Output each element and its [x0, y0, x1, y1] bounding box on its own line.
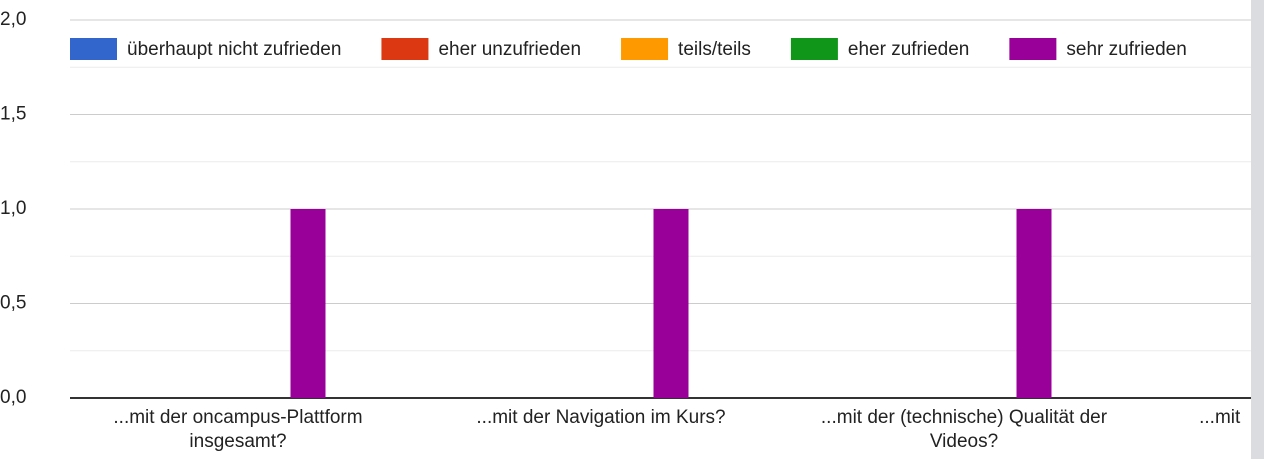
y-tick-label: 1,0: [0, 198, 26, 219]
legend-label: eher unzufrieden: [438, 39, 581, 60]
x-tick-label: ...mit der oncampus-Plattform insgesamt?: [113, 407, 362, 452]
legend-swatch: [621, 38, 669, 60]
legend-label: teils/teils: [678, 39, 751, 60]
legend-label: eher zufrieden: [848, 39, 969, 60]
x-tick-label: ...mit der (technische) Qualität der Vide…: [821, 407, 1108, 452]
bar: [1016, 209, 1052, 398]
y-tick-label: 1,5: [0, 104, 26, 125]
y-tick-label: 0,5: [0, 293, 26, 314]
legend-swatch: [70, 38, 117, 60]
bar: [290, 209, 326, 398]
bar: [653, 209, 689, 398]
legend-label: überhaupt nicht zufrieden: [127, 39, 341, 60]
scroll-edge: [1251, 0, 1264, 459]
y-tick-label: 0,0: [0, 387, 26, 408]
legend-swatch: [381, 38, 429, 60]
legend-swatch: [1009, 38, 1057, 60]
x-tick-label: ...mit: [1199, 407, 1241, 428]
x-tick-label: ...mit der Navigation im Kurs?: [476, 407, 725, 428]
legend-label: sehr zufrieden: [1066, 39, 1186, 60]
y-tick-label: 2,0: [0, 9, 26, 30]
legend-swatch: [790, 38, 838, 60]
